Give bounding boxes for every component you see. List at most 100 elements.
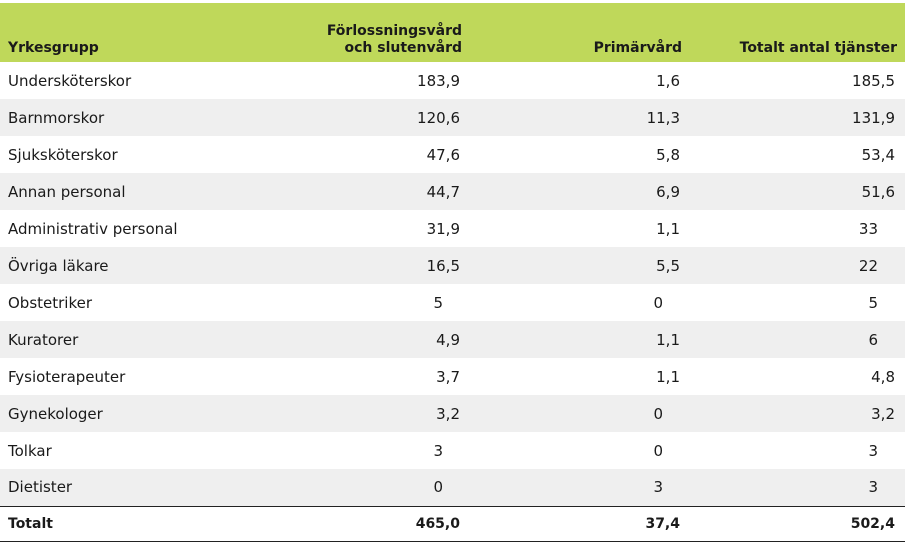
cell-total: 33	[690, 210, 905, 247]
cell-primar-value: 6,9	[656, 182, 680, 201]
cell-total-value: 22	[858, 256, 878, 275]
cell-forlossning: 3,7	[286, 358, 470, 395]
cell-forlossning: 183,9	[286, 62, 470, 99]
cell-primar: 1,6	[470, 62, 690, 99]
cell-primar-value: 0	[653, 293, 663, 312]
total-label: Totalt	[8, 515, 53, 532]
cell-total-value: 185,5	[852, 71, 895, 90]
cell-total: 4,8	[690, 358, 905, 395]
cell-forlossning-value: 3,7	[436, 367, 460, 386]
cell-yrkesgrupp: Övriga läkare	[8, 256, 109, 275]
cell-yrkesgrupp: Dietister	[8, 478, 73, 497]
cell-primar-value: 1,1	[656, 367, 680, 386]
cell-primar: 3	[470, 469, 690, 506]
table-row: Övriga läkare 16,5 5,5 22	[0, 247, 905, 284]
cell-total: 22	[690, 247, 905, 284]
header-forlossningsvard: Förlossningsvård och slutenvård	[286, 3, 470, 62]
cell-total-value: 51,6	[861, 182, 895, 201]
cell-total: 51,6	[690, 173, 905, 210]
cell-forlossning-value: 5	[433, 293, 443, 312]
cell-primar: 0	[470, 284, 690, 321]
cell-forlossning: 31,9	[286, 210, 470, 247]
cell-yrkesgrupp: Sjuksköterskor	[8, 145, 118, 164]
cell-primar: 5,8	[470, 136, 690, 173]
cell-total: 3	[690, 432, 905, 469]
cell-forlossning-value: 44,7	[426, 182, 460, 201]
cell-total-value: 3,2	[871, 404, 895, 423]
header-forlossningsvard-line2: och slutenvård	[344, 40, 462, 56]
total-primar: 37,4	[470, 506, 690, 541]
cell-primar: 5,5	[470, 247, 690, 284]
table-row: Tolkar 3 0 3	[0, 432, 905, 469]
cell-forlossning: 0	[286, 469, 470, 506]
cell-forlossning-value: 31,9	[426, 219, 460, 238]
cell-yrkesgrupp: Tolkar	[8, 441, 52, 460]
cell-total-value: 3	[868, 478, 878, 497]
table-row: Annan personal 44,7 6,9 51,6	[0, 173, 905, 210]
table-row: Obstetriker 5 0 5	[0, 284, 905, 321]
cell-forlossning: 47,6	[286, 136, 470, 173]
cell-yrkesgrupp: Undersköterskor	[8, 71, 132, 90]
cell-forlossning: 16,5	[286, 247, 470, 284]
cell-forlossning-value: 4,9	[436, 330, 460, 349]
cell-forlossning: 120,6	[286, 99, 470, 136]
cell-primar-value: 11,3	[646, 108, 680, 127]
table-row: Gynekologer 3,2 0 3,2	[0, 395, 905, 432]
table-row: Administrativ personal 31,9 1,1 33	[0, 210, 905, 247]
table-header-row: Yrkesgrupp Förlossningsvård och slutenvå…	[0, 3, 905, 62]
cell-total: 185,5	[690, 62, 905, 99]
cell-forlossning: 5	[286, 284, 470, 321]
total-total-value: 502,4	[850, 515, 895, 532]
total-forlossning-value: 465,0	[415, 515, 460, 532]
total-primar-value: 37,4	[645, 515, 680, 532]
cell-forlossning-value: 3,2	[436, 404, 460, 423]
cell-forlossning-value: 0	[433, 478, 443, 497]
cell-primar: 6,9	[470, 173, 690, 210]
cell-primar-value: 5,8	[656, 145, 680, 164]
cell-yrkesgrupp: Kuratorer	[8, 330, 79, 349]
header-totalt: Totalt antal tjänster	[739, 40, 897, 56]
cell-primar-value: 1,6	[656, 71, 680, 90]
cell-primar: 0	[470, 395, 690, 432]
cell-forlossning: 4,9	[286, 321, 470, 358]
cell-forlossning-value: 16,5	[426, 256, 460, 275]
cell-primar: 1,1	[470, 321, 690, 358]
cell-forlossning: 44,7	[286, 173, 470, 210]
cell-total-value: 131,9	[852, 108, 895, 127]
cell-total: 3,2	[690, 395, 905, 432]
cell-yrkesgrupp: Barnmorskor	[8, 108, 105, 127]
table-row: Kuratorer 4,9 1,1 6	[0, 321, 905, 358]
cell-forlossning-value: 120,6	[417, 108, 460, 127]
cell-yrkesgrupp: Annan personal	[8, 182, 126, 201]
total-row: Totalt 465,0 37,4 502,4	[0, 506, 905, 541]
cell-total-value: 53,4	[861, 145, 895, 164]
cell-primar-value: 5,5	[656, 256, 680, 275]
cell-total-value: 33	[858, 219, 878, 238]
cell-primar-value: 0	[653, 441, 663, 460]
cell-primar: 0	[470, 432, 690, 469]
cell-primar-value: 3	[653, 478, 663, 497]
cell-primar-value: 1,1	[656, 219, 680, 238]
cell-yrkesgrupp: Obstetriker	[8, 293, 93, 312]
cell-forlossning-value: 47,6	[426, 145, 460, 164]
cell-total-value: 3	[868, 441, 878, 460]
table-row: Fysioterapeuter 3,7 1,1 4,8	[0, 358, 905, 395]
table-row: Dietister 0 3 3	[0, 469, 905, 506]
cell-forlossning-value: 3	[433, 441, 443, 460]
cell-total: 6	[690, 321, 905, 358]
cell-total-value: 5	[868, 293, 878, 312]
cell-yrkesgrupp: Gynekologer	[8, 404, 103, 423]
cell-primar: 11,3	[470, 99, 690, 136]
total-total: 502,4	[690, 506, 905, 541]
cell-total: 3	[690, 469, 905, 506]
cell-yrkesgrupp: Fysioterapeuter	[8, 367, 126, 386]
cell-forlossning: 3,2	[286, 395, 470, 432]
cell-forlossning: 3	[286, 432, 470, 469]
staffing-table: Yrkesgrupp Förlossningsvård och slutenvå…	[0, 3, 905, 542]
cell-total-value: 4,8	[871, 367, 895, 386]
cell-total: 131,9	[690, 99, 905, 136]
header-primarvard: Primärvård	[593, 40, 682, 56]
cell-forlossning-value: 183,9	[417, 71, 460, 90]
cell-total: 53,4	[690, 136, 905, 173]
cell-yrkesgrupp: Administrativ personal	[8, 219, 178, 238]
